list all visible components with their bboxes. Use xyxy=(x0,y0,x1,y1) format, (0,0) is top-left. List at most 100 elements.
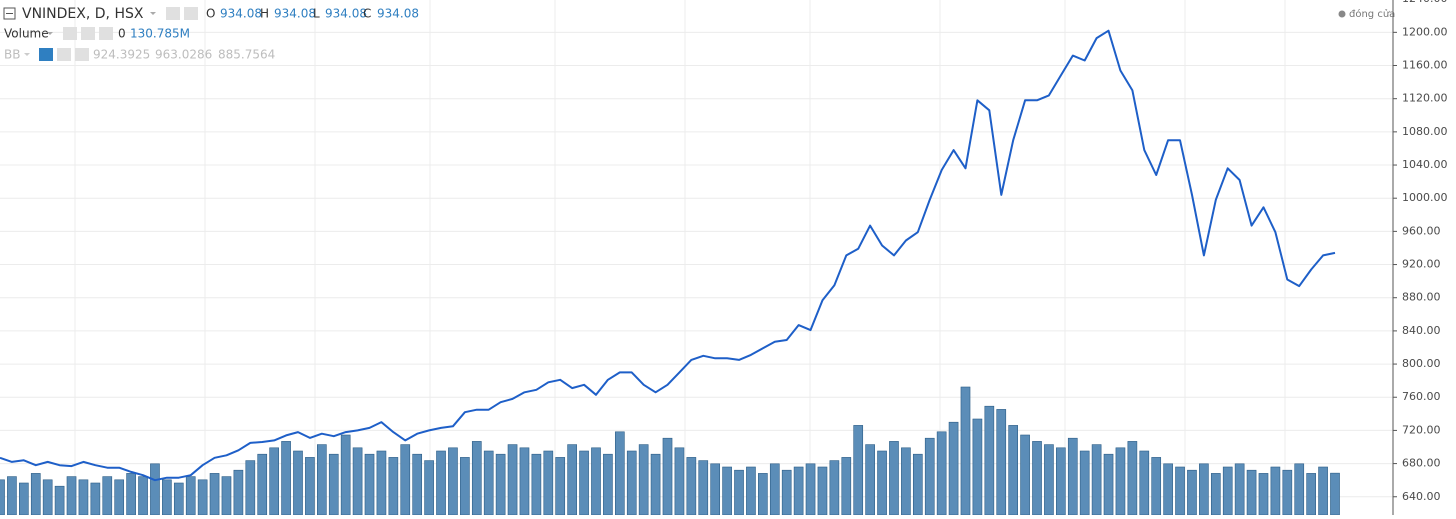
icon-close[interactable] xyxy=(99,27,113,40)
volume-bar xyxy=(483,450,494,516)
volume-bar xyxy=(495,453,506,516)
icon-settings[interactable] xyxy=(81,27,95,40)
volume-bar xyxy=(1294,463,1305,516)
volume-bar xyxy=(317,444,327,516)
icon-settings[interactable] xyxy=(184,7,198,20)
ohlc-value: 934.08 xyxy=(325,7,367,21)
volume-bar xyxy=(1008,425,1018,516)
y-tick-label: 720.00 xyxy=(1402,423,1441,436)
volume-bar xyxy=(984,405,995,516)
volume-bar xyxy=(340,434,351,516)
bb-title: BB xyxy=(4,48,20,62)
volume-bar xyxy=(1318,466,1328,516)
volume-bar xyxy=(209,473,220,516)
y-tick-label: 1080.00 xyxy=(1402,125,1448,138)
icon-eye[interactable] xyxy=(166,7,180,20)
volume-bar xyxy=(781,469,792,516)
volume-bar xyxy=(924,437,935,516)
legend-label: đóng cửa xyxy=(1349,8,1395,20)
y-tick-label: 1200.00 xyxy=(1402,25,1448,38)
volume-bar xyxy=(758,473,768,516)
volume-bar xyxy=(245,460,256,516)
volume-bar xyxy=(519,447,530,516)
volume-bar xyxy=(805,463,816,516)
volume-bar xyxy=(54,485,65,516)
y-tick-label: 760.00 xyxy=(1402,390,1441,403)
volume-bar xyxy=(305,457,315,516)
volume-value: 0 xyxy=(118,27,126,41)
volume-bar xyxy=(829,460,840,516)
volume-bar xyxy=(1330,472,1340,516)
volume-bar xyxy=(388,457,399,516)
volume-bar xyxy=(877,450,887,516)
dropdown[interactable] xyxy=(150,12,156,15)
volume-bar xyxy=(698,460,709,516)
volume-bar xyxy=(543,450,554,516)
icon-eye[interactable] xyxy=(39,48,53,61)
volume-bar xyxy=(1258,473,1269,516)
volume-bar xyxy=(364,453,375,516)
volume-bar xyxy=(102,476,113,516)
volume-bar xyxy=(233,469,244,516)
volume-bar xyxy=(30,473,41,516)
volume-bar xyxy=(614,431,625,516)
ohlc-label: L xyxy=(313,7,320,21)
volume-bar xyxy=(1175,466,1185,516)
y-tick-label: 960.00 xyxy=(1402,224,1441,237)
volume-bar xyxy=(460,457,470,516)
volume-bar xyxy=(507,444,518,516)
volume-bar xyxy=(448,447,458,516)
volume-bar xyxy=(352,447,363,516)
icon-close[interactable] xyxy=(75,48,89,61)
volume-bar xyxy=(197,479,208,516)
volume-bar xyxy=(1151,457,1162,516)
ohlc-value: 934.08 xyxy=(220,7,262,21)
volume-bar xyxy=(579,450,589,516)
volume-bar xyxy=(376,450,387,516)
volume-bar xyxy=(793,466,804,516)
volume-bar xyxy=(746,466,756,516)
volume-bar xyxy=(412,453,423,516)
volume-bar xyxy=(1115,447,1126,516)
collapse-icon[interactable] xyxy=(3,7,16,20)
volume-bar xyxy=(1187,469,1197,516)
volume-bar xyxy=(662,437,673,516)
volume-bar xyxy=(281,441,291,516)
volume-bar xyxy=(996,409,1007,516)
volume-bar xyxy=(901,447,911,516)
y-tick-label: 1120.00 xyxy=(1402,92,1448,105)
y-tick-label: 840.00 xyxy=(1402,324,1441,337)
symbol-title: VNINDEX, D, HSX xyxy=(22,6,144,22)
volume-bar xyxy=(1067,437,1078,516)
dropdown[interactable] xyxy=(47,32,53,35)
volume-bar xyxy=(90,482,101,516)
volume-bar xyxy=(162,479,172,516)
volume-bar xyxy=(471,441,482,516)
icon-settings[interactable] xyxy=(57,48,71,61)
volume-bar xyxy=(1282,469,1293,516)
dropdown[interactable] xyxy=(24,53,30,56)
y-tick-label: 1160.00 xyxy=(1402,59,1448,72)
ohlc-value: 934.08 xyxy=(377,7,419,21)
legend-dot xyxy=(1338,10,1346,18)
volume-bar xyxy=(1270,466,1281,516)
volume-bar xyxy=(1091,444,1102,516)
volume-bar xyxy=(0,479,5,516)
ohlc-label: H xyxy=(260,7,269,21)
volume-bar xyxy=(710,463,721,516)
volume-bar xyxy=(912,453,923,516)
bb-value: 963.0286 xyxy=(155,48,212,62)
volume-bar xyxy=(650,453,661,516)
y-tick-label: 1240.00 xyxy=(1402,0,1448,5)
volume-bar xyxy=(1199,463,1209,516)
volume-bar xyxy=(948,421,959,516)
volume-bar xyxy=(626,450,637,516)
volume-bar xyxy=(841,457,852,516)
volume-bar xyxy=(221,476,232,516)
volume-bar xyxy=(173,482,184,516)
volume-bar xyxy=(185,476,196,516)
icon-eye[interactable] xyxy=(63,27,77,40)
header: VNINDEX, D, HSX O 934.08 H 934.08 L 934.… xyxy=(3,6,1395,62)
volume-bar xyxy=(769,463,780,516)
